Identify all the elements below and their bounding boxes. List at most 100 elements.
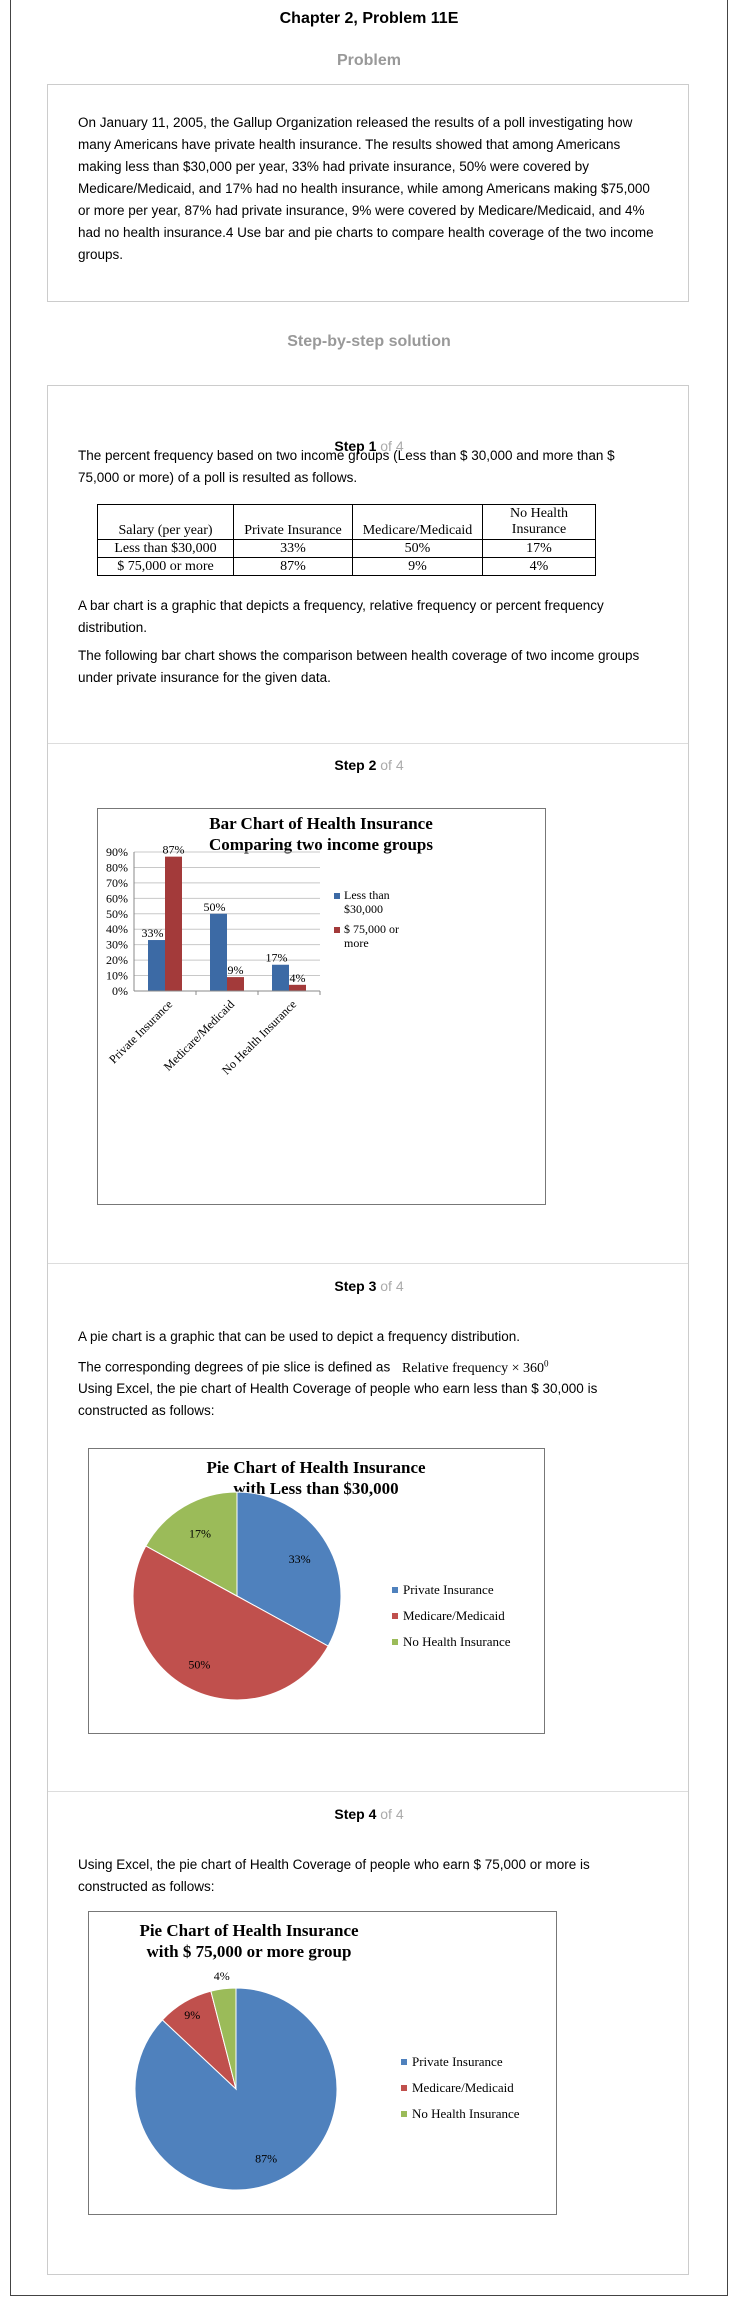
y-tick-label: 80% <box>106 860 128 874</box>
pie-chart-1: Pie Chart of Health Insurance with Less … <box>132 1458 511 1701</box>
step-3-p2-text: The corresponding degrees of pie slice i… <box>78 1359 391 1375</box>
step-1-title: Step 1 of 4 <box>48 438 690 454</box>
page-border <box>10 0 728 2296</box>
x-tick-label: Private Insurance <box>106 997 175 1066</box>
step-separator <box>48 1263 688 1264</box>
step-4-title: Step 4 of 4 <box>48 1806 690 1822</box>
pie-chart-2-frame: Pie Chart of Health Insurance with $ 75,… <box>88 1911 557 2215</box>
bar-data-label: 50% <box>204 900 226 914</box>
pie-data-label: 9% <box>184 2008 200 2022</box>
step-3-label: Step 3 <box>334 1278 377 1294</box>
problem-heading: Problem <box>336 52 401 69</box>
pie-chart-1-title: Pie Chart of Health Insurance <box>206 1458 426 1477</box>
legend-swatch <box>392 1639 398 1645</box>
table-row: $ 75,000 or more 87% 9% 4% <box>97 557 596 576</box>
bar-chart-subtitle: Comparing two income groups <box>209 835 433 854</box>
bar-data-label: 33% <box>142 926 164 940</box>
table-header-cell: No Health Insurance <box>482 504 596 540</box>
solution-heading: Step-by-step solution <box>287 333 451 350</box>
bar <box>227 977 244 991</box>
pie-slice <box>236 1491 342 1647</box>
legend-label: $ 75,000 or more <box>344 922 399 950</box>
y-tick-label: 70% <box>106 876 128 890</box>
step-separator <box>48 743 688 744</box>
table-header-cell: Salary (per year) <box>97 504 234 540</box>
pie-data-label: 50% <box>188 1657 210 1671</box>
step-2-label: Step 2 <box>334 757 377 773</box>
step-4-label: Step 4 <box>334 1806 377 1822</box>
bar-chart-frame: Bar Chart of Health Insurance Comparing … <box>97 808 546 1205</box>
table-cell: 87% <box>233 557 353 576</box>
bar-data-label: 4% <box>290 971 306 985</box>
table-cell: 17% <box>482 539 596 558</box>
step-2-title: Step 2 of 4 <box>48 757 690 773</box>
y-tick-label: 20% <box>106 953 128 967</box>
problem-text: On January 11, 2005, the Gallup Organiza… <box>78 115 654 262</box>
table-header-cell: Private Insurance <box>233 504 353 540</box>
pie-chart-1-frame: Pie Chart of Health Insurance with Less … <box>88 1448 545 1734</box>
table-cell: 33% <box>233 539 353 558</box>
problem-box: On January 11, 2005, the Gallup Organiza… <box>47 84 689 302</box>
table-cell: Less than $30,000 <box>97 539 234 558</box>
table-cell: 4% <box>482 557 596 576</box>
legend-label: No Health Insurance <box>403 1634 511 1649</box>
bar-chart: Bar Chart of Health Insurance Comparing … <box>106 814 433 1077</box>
step-2-of: of 4 <box>380 757 404 773</box>
bar-data-label: 87% <box>163 843 185 857</box>
legend-swatch <box>401 2059 407 2065</box>
degree-formula: Relative frequency × 3600 <box>401 1358 549 1376</box>
step-3-title: Step 3 of 4 <box>48 1278 690 1294</box>
bar <box>289 984 306 991</box>
table-row: Less than $30,000 33% 50% 17% <box>97 539 596 558</box>
step-separator <box>48 1791 688 1792</box>
legend-label: Private Insurance <box>412 2054 503 2069</box>
step-4-p1: Using Excel, the pie chart of Health Cov… <box>78 1857 590 1894</box>
table-cell: $ 75,000 or more <box>97 557 234 576</box>
legend-swatch <box>392 1613 398 1619</box>
legend-label: Private Insurance <box>403 1582 494 1597</box>
bar-data-label: 17% <box>266 951 288 965</box>
table-header-row: Salary (per year) Private Insurance Medi… <box>97 504 596 540</box>
y-tick-label: 0% <box>112 984 128 998</box>
legend-swatch <box>401 2111 407 2117</box>
table-cell: 9% <box>352 557 483 576</box>
y-tick-label: 40% <box>106 922 128 936</box>
step-1-p3: The following bar chart shows the compar… <box>78 648 640 685</box>
bar <box>165 856 182 991</box>
bar-data-label: 9% <box>228 963 244 977</box>
step-3-p1: A pie chart is a graphic that can be use… <box>78 1329 521 1344</box>
step-3-of: of 4 <box>380 1278 404 1294</box>
pie-data-label: 33% <box>289 1552 311 1566</box>
step-1-intro-text: The percent frequency based on two incom… <box>78 448 615 485</box>
step-1-p2: A bar chart is a graphic that depicts a … <box>78 598 604 635</box>
pie-data-label: 87% <box>255 2152 277 2166</box>
pie-chart-2: Pie Chart of Health Insurance with $ 75,… <box>134 1921 520 2191</box>
formula-superscript: 0 <box>543 1358 549 1368</box>
y-tick-label: 60% <box>106 891 128 905</box>
bar-chart-title: Bar Chart of Health Insurance <box>209 814 433 833</box>
step-3-p2: The corresponding degrees of pie slice i… <box>78 1352 658 1380</box>
pie-chart-1-subtitle: with Less than $30,000 <box>233 1479 398 1498</box>
legend-label: Medicare/Medicaid <box>412 2080 514 2095</box>
bar <box>272 964 289 991</box>
y-tick-label: 90% <box>106 845 128 859</box>
pie-chart-2-subtitle: with $ 75,000 or more group <box>147 1942 352 1961</box>
step-1-of: of 4 <box>380 438 404 454</box>
pie-slice <box>145 1491 238 1597</box>
frequency-table: Salary (per year) Private Insurance Medi… <box>97 504 596 576</box>
y-tick-label: 30% <box>106 938 128 952</box>
bar <box>148 940 165 991</box>
legend-swatch <box>401 2085 407 2091</box>
y-tick-label: 50% <box>106 907 128 921</box>
legend-swatch <box>334 927 340 933</box>
y-tick-label: 10% <box>106 969 128 983</box>
table-cell: 50% <box>352 539 483 558</box>
step-3-p3: Using Excel, the pie chart of Health Cov… <box>78 1381 598 1418</box>
step-4-of: of 4 <box>380 1806 404 1822</box>
pie-data-label: 4% <box>214 1969 230 1983</box>
legend-label: Medicare/Medicaid <box>403 1608 505 1623</box>
table-header-cell: Medicare/Medicaid <box>352 504 483 540</box>
pie-slice <box>132 1545 329 1701</box>
legend-label: No Health Insurance <box>412 2106 520 2121</box>
formula-text: Relative frequency × 360 <box>401 1360 544 1376</box>
